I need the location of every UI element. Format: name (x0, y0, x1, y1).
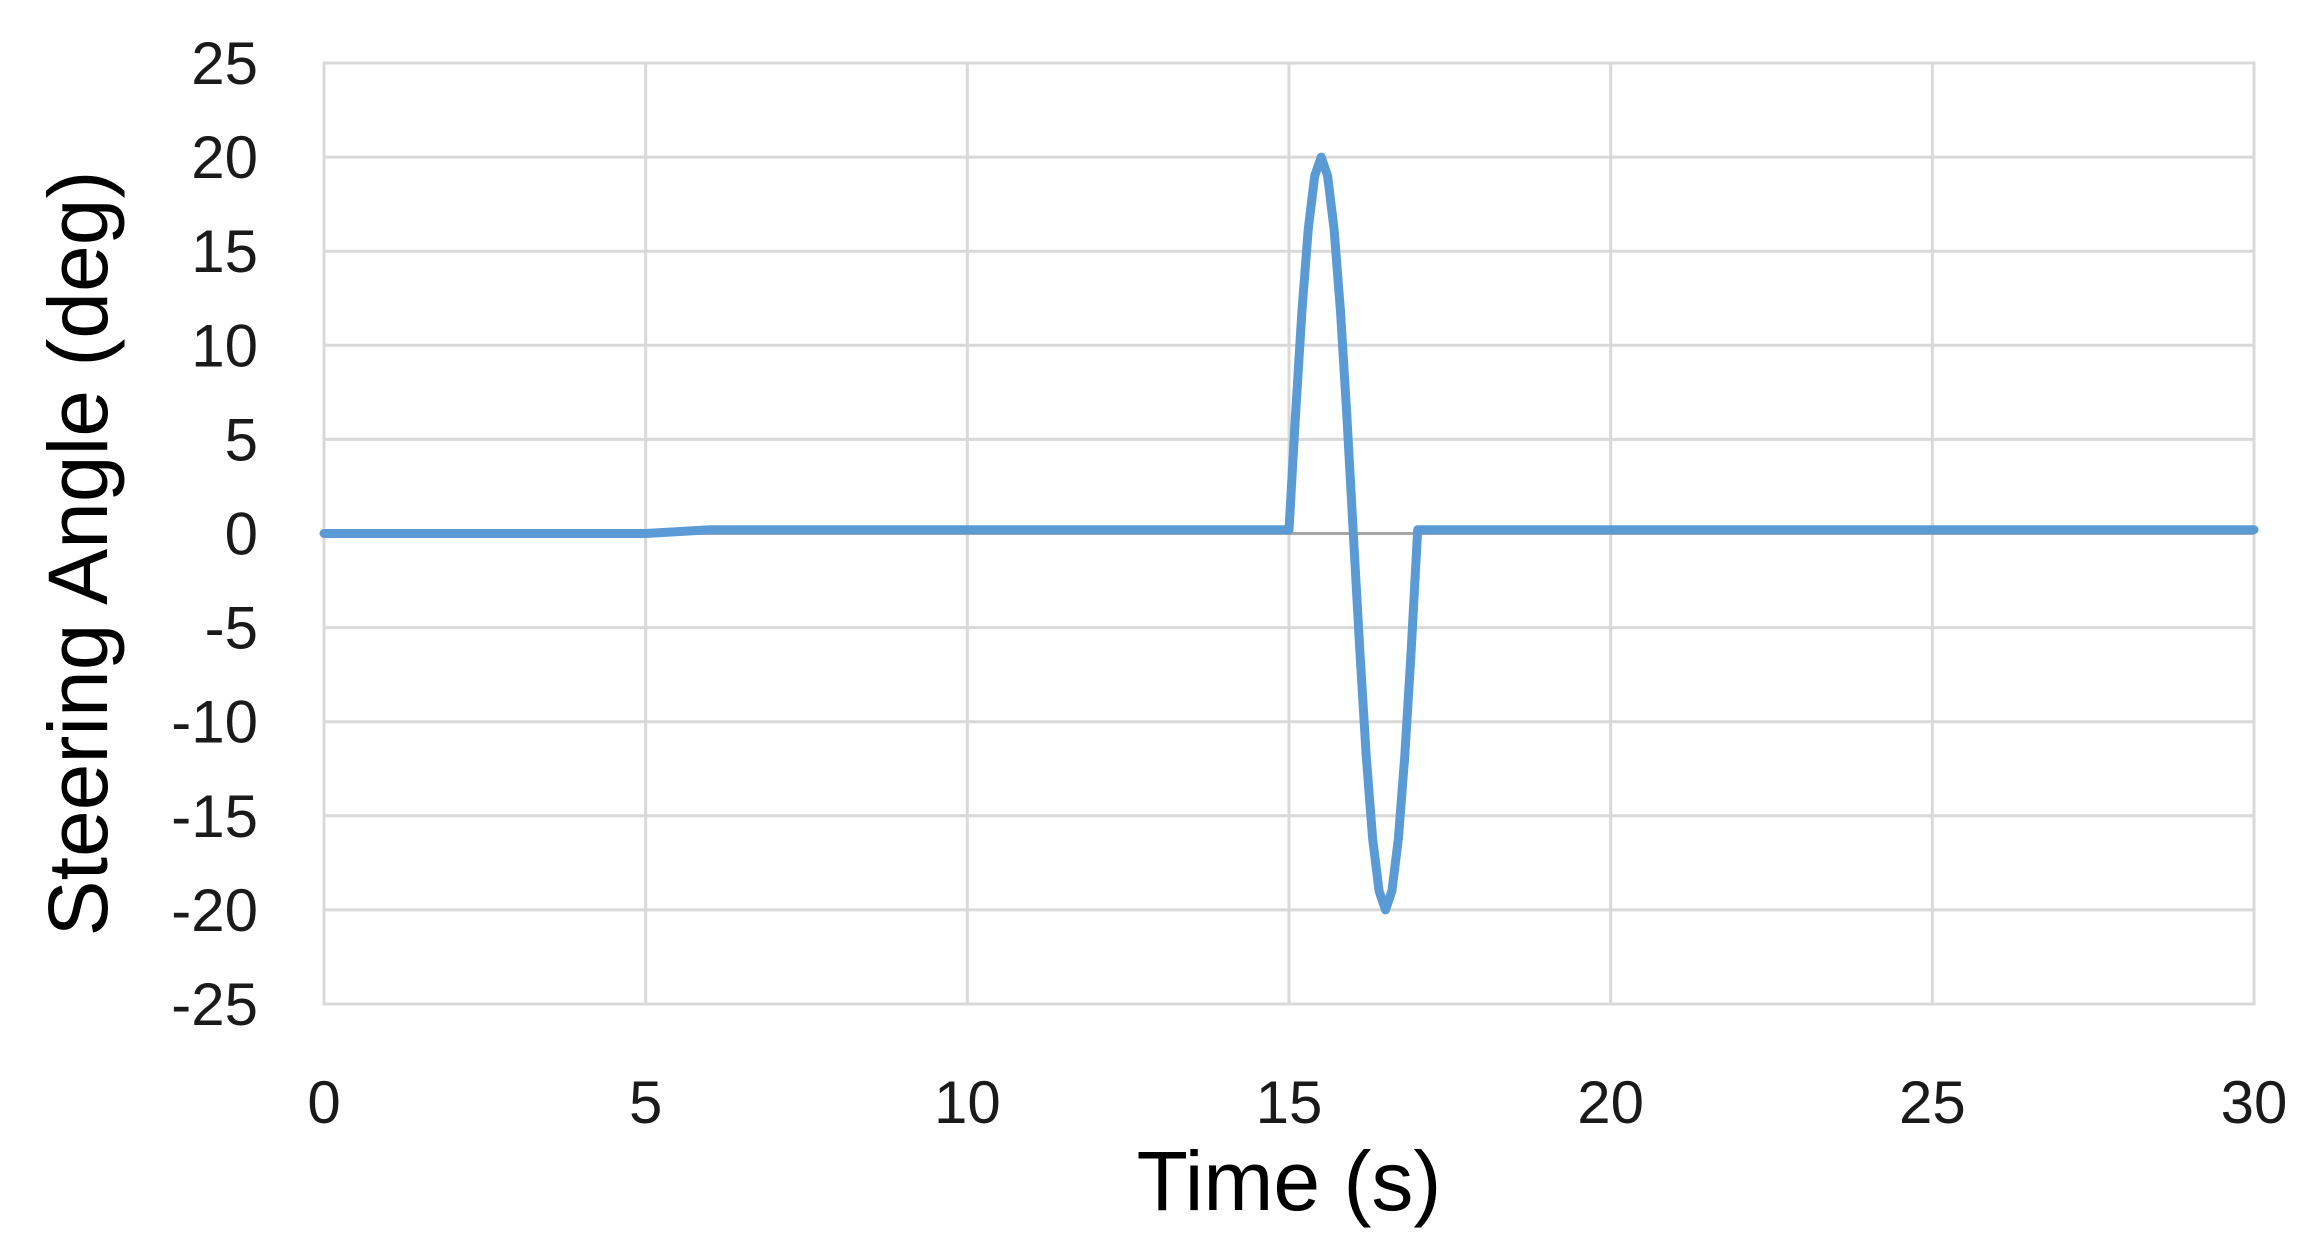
x-tick-label: 15 (1256, 1069, 1323, 1136)
y-tick-label: -10 (171, 689, 258, 756)
y-tick-label: 5 (225, 406, 258, 473)
x-axis-title: Time (s) (1137, 1134, 1442, 1228)
y-tick-label: 25 (191, 30, 258, 97)
x-tick-label: 10 (934, 1069, 1001, 1136)
x-tick-label: 0 (307, 1069, 340, 1136)
x-axis-tick-labels: 0 5 10 15 20 25 30 (307, 1069, 2287, 1136)
y-tick-label: -15 (171, 783, 258, 850)
y-tick-label: -20 (171, 877, 258, 944)
y-tick-label: 15 (191, 218, 258, 285)
y-tick-label: -5 (205, 595, 258, 662)
series-layer (319, 152, 2259, 915)
series-line-1 (319, 152, 2259, 915)
y-tick-label: -25 (171, 971, 258, 1038)
y-axis-tick-labels: 25 20 15 10 5 0 -5 -10 -15 -20 -25 (171, 30, 258, 1038)
x-tick-label: 25 (1899, 1069, 1966, 1136)
y-tick-label: 0 (225, 501, 258, 568)
x-tick-label: 5 (629, 1069, 662, 1136)
x-tick-label: 20 (1577, 1069, 1644, 1136)
y-axis-title: Steering Angle (deg) (31, 171, 125, 937)
y-tick-label: 20 (191, 124, 258, 191)
x-tick-label: 30 (2221, 1069, 2288, 1136)
y-tick-label: 10 (191, 312, 258, 379)
